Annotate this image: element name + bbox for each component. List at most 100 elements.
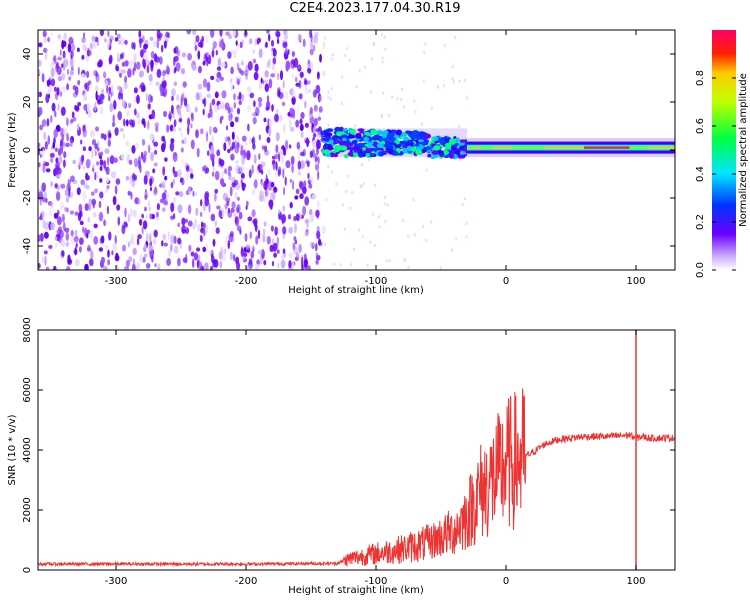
heatmap-cell <box>310 33 313 42</box>
heatmap-cell <box>300 131 304 139</box>
heatmap-cell <box>236 204 241 214</box>
heatmap-cell <box>370 90 373 94</box>
heatmap-cell <box>94 150 97 157</box>
heatmap-cell <box>148 245 154 252</box>
heatmap-cell <box>276 236 280 246</box>
heatmap-cell <box>458 125 460 129</box>
heatmap-cell <box>78 203 83 213</box>
heatmap-cell <box>324 36 327 40</box>
heatmap-cell <box>211 135 214 142</box>
heatmap-cell <box>76 187 81 196</box>
heatmap-cell <box>367 141 374 146</box>
heatmap-cell <box>65 241 70 247</box>
heatmap-cell <box>38 262 41 269</box>
heatmap-cell <box>202 108 205 116</box>
heatmap-cell <box>99 93 105 101</box>
heatmap-cell <box>279 148 284 156</box>
heatmap-cell <box>58 226 63 232</box>
heatmap-cell <box>128 256 133 262</box>
heatmap-cell <box>266 61 271 69</box>
heatmap-cell <box>214 188 218 194</box>
heatmap-cell <box>55 191 61 202</box>
heatmap-cell <box>413 233 416 237</box>
heatmap-cell <box>293 215 297 222</box>
heatmap-cell <box>123 82 128 90</box>
heatmap-cell <box>256 38 260 45</box>
heatmap-cell <box>401 88 404 91</box>
heatmap-cell <box>364 131 370 136</box>
heatmap-cell <box>251 164 254 174</box>
heatmap-cell <box>47 135 51 145</box>
heatmap-cell <box>42 219 46 229</box>
heatmap-cell <box>259 164 263 171</box>
heatmap-cell <box>124 75 128 84</box>
heatmap-cell <box>461 202 464 206</box>
heatmap-cell <box>55 157 59 163</box>
heatmap-cell <box>173 68 176 74</box>
heatmap-cell <box>311 123 315 128</box>
heatmap-cell <box>175 191 180 196</box>
heatmap-cell <box>197 50 201 60</box>
heatmap-cell <box>167 230 170 240</box>
heatmap-cell <box>247 216 253 222</box>
heatmap-cell <box>214 91 219 99</box>
heatmap-cell <box>270 225 274 232</box>
heatmap-cell <box>104 148 110 154</box>
heatmap-cell <box>134 142 140 150</box>
heatmap-cell <box>459 139 467 143</box>
heatmap-cell <box>152 168 156 174</box>
heatmap-cell <box>175 62 181 72</box>
heatmap-cell <box>153 229 158 238</box>
heatmap-cell <box>142 256 146 263</box>
heatmap-cell <box>71 111 75 119</box>
heatmap-cell <box>135 61 141 70</box>
heatmap-cell <box>101 256 105 264</box>
heatmap-cell <box>384 220 387 223</box>
heatmap-cell <box>271 49 273 57</box>
heatmap-cell <box>54 243 58 249</box>
x-tick-label: 100 <box>626 576 645 587</box>
heatmap-cell <box>229 186 233 197</box>
heatmap-cell <box>216 149 221 157</box>
heatmap-cell <box>38 91 42 98</box>
heatmap-cell <box>59 91 63 97</box>
heatmap-cell <box>133 52 137 63</box>
heatmap-cell <box>39 124 43 131</box>
heatmap-cell <box>288 144 292 149</box>
heatmap-cell <box>295 119 300 128</box>
heatmap-cell <box>212 165 215 175</box>
heatmap-cell <box>262 228 266 235</box>
heatmap-cell <box>190 251 195 257</box>
heatmap-cell <box>288 119 292 128</box>
heatmap-cell <box>78 246 82 253</box>
heatmap-cell <box>50 67 55 78</box>
heatmap-cell <box>203 228 206 237</box>
heatmap-cell <box>237 196 240 201</box>
heatmap-cell <box>147 103 151 110</box>
heatmap-cell <box>440 153 444 157</box>
x-tick-label: 0 <box>503 276 509 287</box>
heatmap-cell <box>41 73 45 83</box>
heatmap-cell <box>376 130 383 136</box>
heatmap-cell <box>297 171 302 176</box>
heatmap-cell <box>150 151 155 162</box>
heatmap-cell <box>282 248 286 254</box>
heatmap-cell <box>138 30 142 38</box>
heatmap-cell <box>331 170 334 174</box>
heatmap-cell <box>90 250 94 260</box>
heatmap-cell <box>283 123 286 134</box>
heatmap-cell <box>453 150 462 156</box>
heatmap-cell <box>145 263 151 269</box>
heatmap-cell <box>181 52 186 58</box>
heatmap-cell <box>449 153 455 159</box>
heatmap-cell <box>262 233 266 243</box>
heatmap-cell <box>38 234 41 242</box>
y-tick-label: 20 <box>22 96 33 109</box>
heatmap-cell <box>221 90 227 99</box>
heatmap-cell <box>315 84 321 94</box>
heatmap-cell <box>178 191 184 198</box>
heatmap-cell <box>355 132 362 139</box>
heatmap-cell <box>71 50 74 58</box>
